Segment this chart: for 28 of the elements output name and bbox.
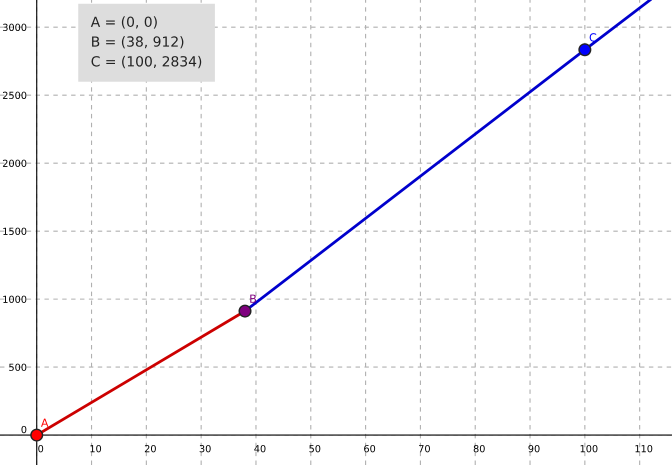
x-tick-label: 90 xyxy=(528,444,540,452)
annotation: C = (100, 2834) xyxy=(92,56,202,68)
x-tick-label: 70 xyxy=(419,444,430,452)
y-tick-label: 1000 xyxy=(3,296,26,303)
x-tick-label: 100 xyxy=(580,444,598,452)
annotation: C xyxy=(590,33,596,42)
y-tick-label: 3000 xyxy=(3,24,26,32)
point xyxy=(30,428,44,442)
x-tick-label: 30 xyxy=(200,444,211,452)
x-tick-label: 110 xyxy=(635,444,652,452)
x-tick-label: 20 xyxy=(144,444,156,452)
y-tick-label: 2500 xyxy=(2,92,26,100)
x-tick-label: 80 xyxy=(474,444,485,452)
annotation: A xyxy=(40,418,48,427)
y-tick-label: 500 xyxy=(9,364,26,371)
y-tick-label: 2000 xyxy=(2,160,26,167)
annotation: A = (0, 0) xyxy=(90,16,157,29)
x-tick-label: 40 xyxy=(254,444,266,452)
x-tick-label: 10 xyxy=(90,444,102,452)
point xyxy=(578,43,592,56)
x-tick-label: 60 xyxy=(364,444,376,452)
annotation: B xyxy=(250,294,256,303)
y-tick-label: 1500 xyxy=(3,228,26,235)
x-tick-label: 0 xyxy=(38,444,44,452)
point xyxy=(238,304,252,318)
annotation: B = (38, 912) xyxy=(92,36,184,48)
y-tick-label: 0 xyxy=(21,426,26,434)
x-tick-label: 50 xyxy=(309,444,320,452)
